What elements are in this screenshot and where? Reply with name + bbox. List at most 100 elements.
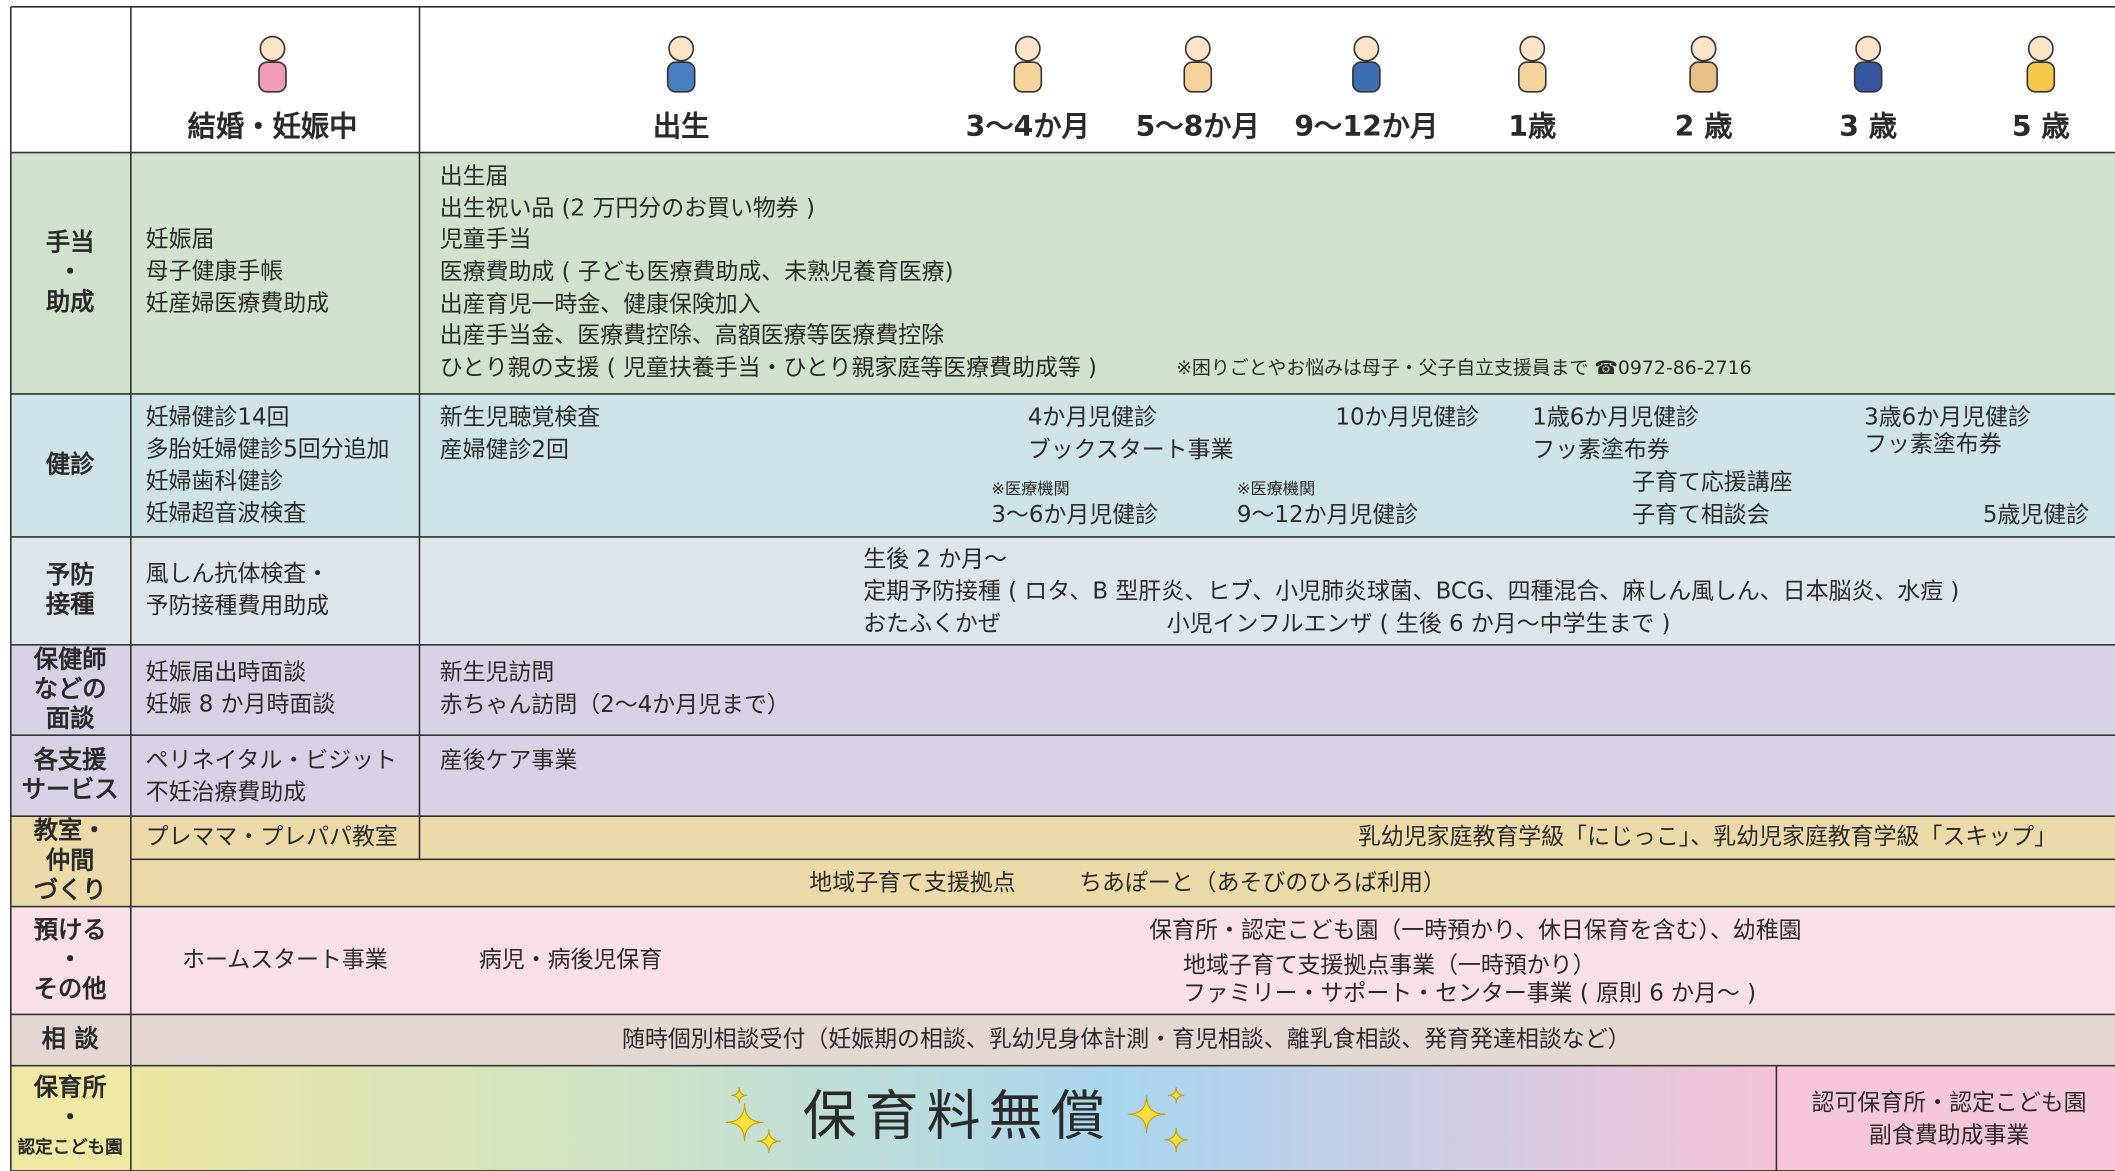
service-item: ※医療機関 (1237, 479, 1315, 498)
service-item: 赤ちゃん訪問（2〜4か月児まで） (440, 692, 790, 718)
label-bg (10, 1065, 131, 1171)
stage-label: 5〜8か月 (1136, 110, 1260, 143)
service-item: 新生児訪問 (440, 660, 555, 686)
stage-icon-body (1352, 61, 1381, 93)
service-item: ※困りごとやお悩みは母子・父子自立支援員まで ☎0972-86-2716 (1176, 357, 1751, 379)
service-item: 9〜12か月児健診 (1237, 502, 1418, 528)
row-bg (10, 644, 2115, 736)
row-label: 助成 (46, 287, 95, 316)
row-label: づくり (34, 875, 107, 904)
row-label: 相 談 (42, 1024, 100, 1053)
stage-icon-head (1855, 35, 1882, 62)
pregnancy-item: 多胎妊婦健診5回分追加 (146, 437, 390, 463)
pregnancy-item: 母子健康手帳 (146, 259, 284, 285)
row-label: ・ (58, 1102, 82, 1131)
row-bg (10, 393, 2115, 537)
header-bg (0, 6, 2115, 153)
row-bg (10, 906, 2115, 1015)
service-item: ブックスタート事業 (1028, 437, 1234, 463)
stage-icon-head (668, 35, 695, 62)
stage-label: 結婚・妊娠中 (188, 110, 358, 143)
stage-label: 3 歳 (1839, 110, 1897, 143)
service-item: 5歳児健診 (1983, 502, 2089, 528)
stage-label: 出生 (653, 110, 710, 143)
service-item: 児童手当 (440, 227, 532, 253)
stage-icon-head (1353, 35, 1380, 62)
stage-icon-body (258, 61, 287, 93)
free-banner-bg (130, 1065, 1777, 1171)
row-label: などの (34, 674, 107, 703)
pregnancy-item: 妊産婦医療費助成 (146, 291, 329, 317)
row-label: 各支援 (33, 745, 108, 774)
service-item: ファミリー・サポート・センター事業 ( 原則 6 か月〜 ) (1183, 981, 1756, 1007)
pregnancy-item: 妊婦健診14回 (146, 405, 290, 431)
row-label: 手当 (46, 228, 95, 257)
service-item: 地域子育て支援拠点 (809, 870, 1015, 896)
pregnancy-item: 妊娠届出時面談 (146, 660, 307, 686)
service-item: 乳幼児家庭教育学級「にじっこ」、乳幼児家庭教育学級「スキップ」 (1358, 824, 2057, 850)
stage-icon-body (2026, 61, 2056, 93)
row-bg (10, 536, 2115, 645)
service-item: 子育て相談会 (1632, 502, 1770, 528)
row-label: 仲間 (46, 845, 95, 874)
stage-icon-head (1519, 35, 1546, 62)
service-item: 地域子育て支援拠点事業（一時預かり） (1183, 952, 1596, 978)
stage-icon-head (1014, 35, 1041, 62)
service-item: 生後 2 か月〜 (863, 546, 1007, 572)
stage-label: 1歳 (1508, 110, 1556, 143)
stage-label: 5 歳 (2012, 110, 2070, 143)
service-item: 子育て応援講座 (1632, 469, 1792, 495)
pregnancy-item: 不妊治療費助成 (146, 779, 306, 805)
service-item: 1歳6か月児健診 (1532, 405, 1699, 431)
service-item: 出産育児一時金、健康保険加入 (440, 291, 761, 317)
service-item: ちあぽーと（あそびのひろば利用） (1079, 870, 1446, 896)
service-item: 新生児聴覚検査 (440, 405, 601, 431)
row-label: 接種 (46, 590, 95, 619)
row-bg (10, 816, 2115, 907)
row-label: ・ (58, 944, 82, 973)
service-item: 定期予防接種 ( ロタ、B 型肝炎、ヒブ、小児肺炎球菌、BCG、四種混合、麻しん… (863, 579, 1959, 605)
service-item: 病児・病後児保育 (479, 947, 662, 973)
row-label: 健診 (46, 449, 95, 478)
free-side-bg (1776, 1065, 2115, 1171)
sparkle (725, 1103, 764, 1142)
service-item: 認可保育所・認定こども園 (1812, 1090, 2087, 1116)
row-label: 預ける (34, 915, 107, 944)
free-banner-title: 保育料無償 (803, 1084, 1113, 1147)
row-label: 予防 (46, 560, 95, 589)
row-bg (10, 735, 2115, 817)
service-item: ひとり親の支援 ( 児童扶養手当・ひとり親家庭等医療費助成等 ) (440, 355, 1097, 381)
service-item: 出産手当金、医療費控除、高額医療等医療費控除 (440, 322, 944, 348)
stage-icon-body (1853, 61, 1883, 93)
service-item: 産婦健診2回 (440, 437, 569, 463)
stage-label: 2 歳 (1675, 110, 1733, 143)
stage-label: 3〜4か月 (966, 110, 1090, 143)
service-item: フッ素塗布券 (1532, 437, 1670, 463)
service-item: ホームスタート事業 (182, 947, 388, 973)
service-item: 3〜6か月児健診 (991, 502, 1158, 528)
pregnancy-item: 妊娠 8 か月時面談 (146, 692, 336, 718)
row-label: 教室・ (34, 816, 107, 845)
row-bg (10, 1014, 2115, 1066)
stage-icon-body (1517, 61, 1547, 93)
pregnancy-item: ペリネイタル・ビジット (146, 747, 397, 773)
pregnancy-item: 予防接種費用助成 (146, 593, 329, 619)
stage-icon-body (1689, 61, 1718, 93)
pregnancy-item: 風しん抗体検査・ (146, 561, 329, 587)
row-label: 認定こども園 (18, 1137, 123, 1158)
row-label: ・ (58, 257, 82, 286)
stage-icon-body (666, 61, 696, 93)
service-item: 4か月児健診 (1028, 405, 1157, 431)
sparkle (1127, 1095, 1166, 1134)
service-item: 産後ケア事業 (440, 747, 578, 773)
stage-label: 9〜12か月 (1294, 110, 1438, 143)
service-item: 保育所・認定こども園（一時預かり、休日保育を含む）、幼稚園 (1149, 917, 1801, 943)
service-item: 副食費助成事業 (1869, 1122, 2030, 1148)
service-item: 出生祝い品 (2 万円分のお買い物券 ) (440, 196, 815, 222)
row-label: サービス (22, 775, 119, 804)
stage-icon-body (1183, 61, 1213, 93)
stage-icon-head (2027, 35, 2054, 62)
stage-icon-head (1184, 35, 1211, 62)
